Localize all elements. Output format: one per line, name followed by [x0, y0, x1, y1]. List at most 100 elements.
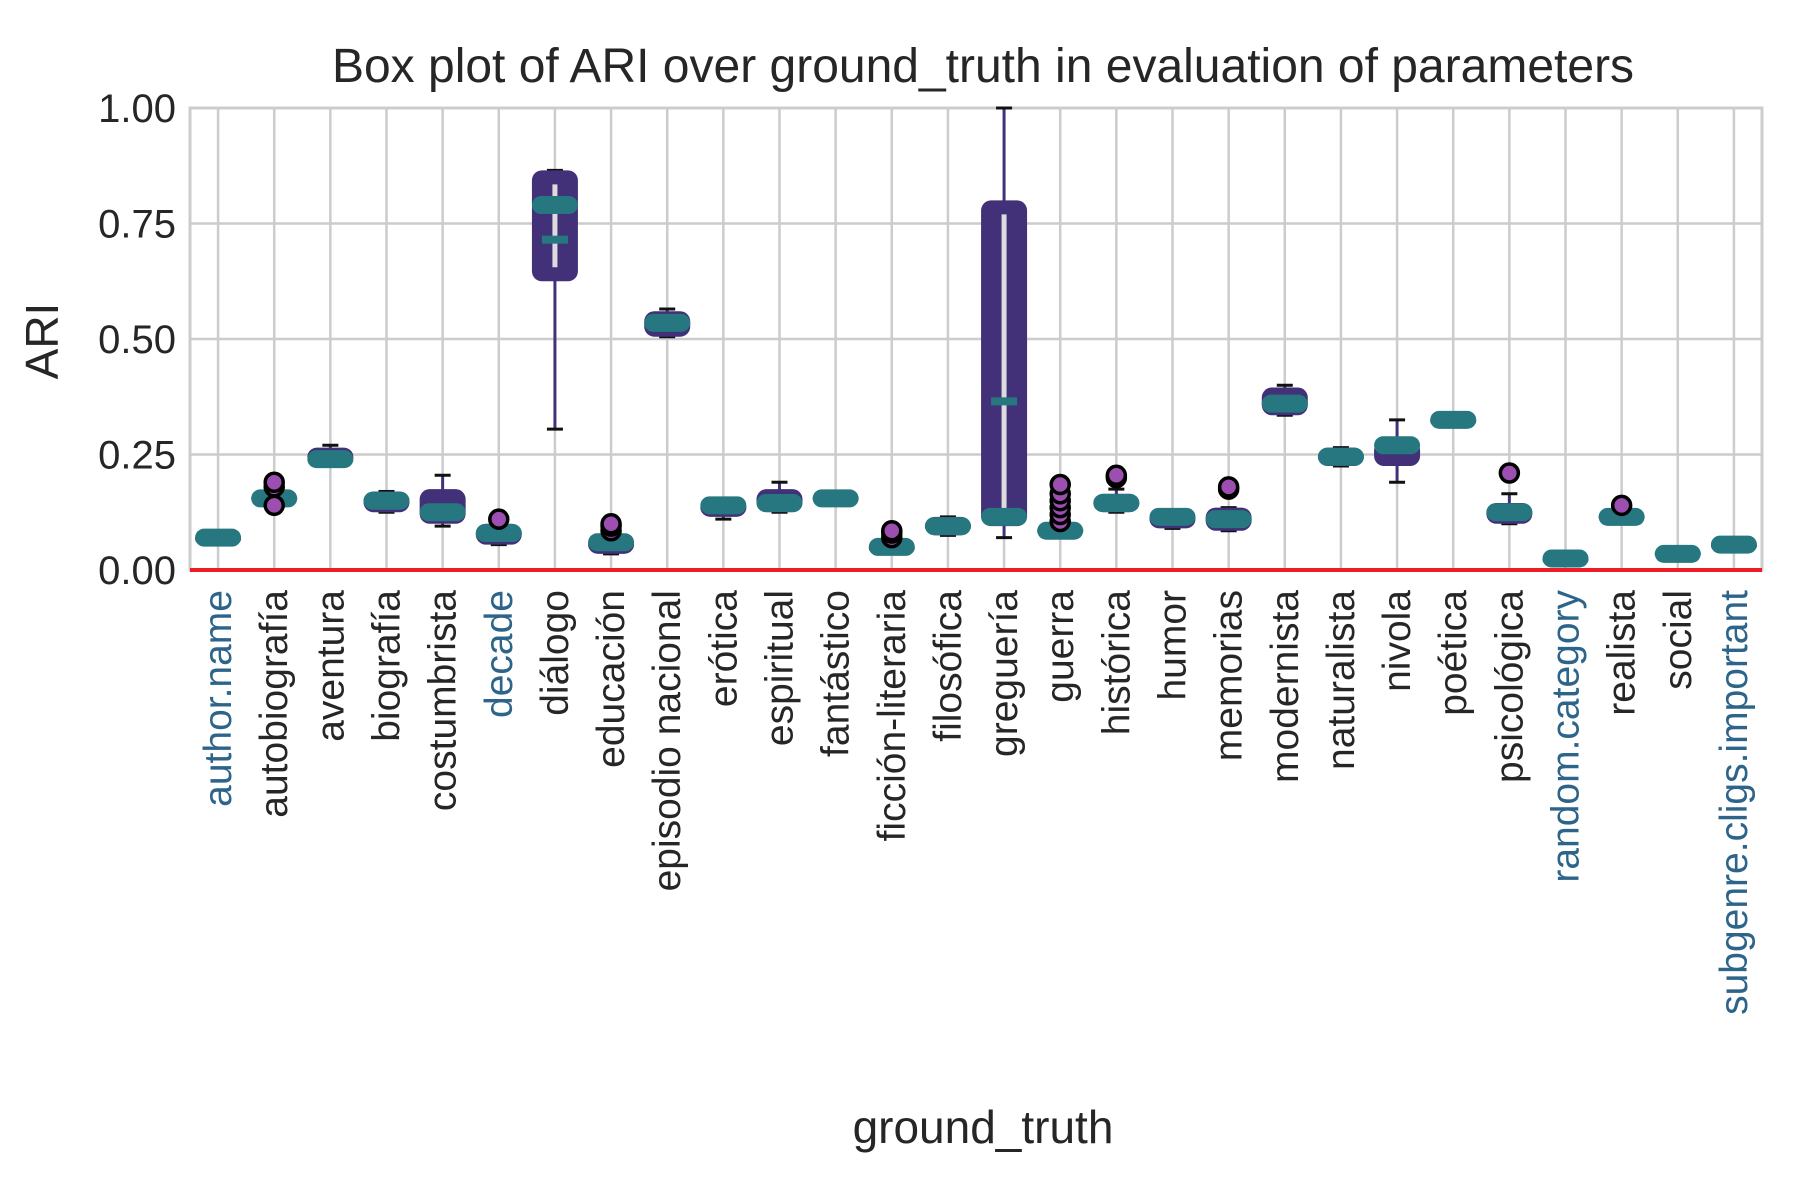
- median-mark: [419, 503, 466, 522]
- x-tick-label: memorias: [1208, 590, 1251, 761]
- median-mark: [812, 489, 859, 508]
- flier-point: [1049, 473, 1071, 496]
- median-mark: [1486, 503, 1533, 522]
- box-memorias: [1205, 476, 1252, 533]
- flier-point: [881, 519, 903, 542]
- median-mark: [307, 450, 354, 469]
- box-di-logo: [531, 168, 578, 431]
- box-naturalista: [1317, 446, 1364, 468]
- x-tick-label: autobiografía: [253, 590, 296, 818]
- flier-point: [1610, 494, 1633, 517]
- box-decade: [475, 508, 522, 547]
- mean-mark: [541, 235, 568, 244]
- box-autobiograf-a: [251, 471, 298, 517]
- median-mark: [475, 524, 522, 543]
- x-tick-label: fantástico: [815, 590, 858, 757]
- median-mark: [1374, 436, 1421, 455]
- y-tick-label: 0.25: [98, 434, 176, 478]
- box-realista: [1598, 494, 1645, 526]
- median-mark: [1205, 510, 1252, 529]
- boxes: [190, 106, 1762, 572]
- box-episodio-nacional: [644, 307, 691, 339]
- y-tick-label: 1.00: [98, 87, 176, 131]
- box-po-tica: [1430, 410, 1477, 429]
- mean-mark: [991, 397, 1018, 406]
- box-nivola: [1374, 418, 1421, 484]
- median-mark: [1317, 447, 1364, 466]
- box-random-category: [1542, 549, 1589, 568]
- flier-point: [1217, 476, 1240, 498]
- x-tick-label: decade: [478, 590, 521, 718]
- x-tick-label: humor: [1152, 590, 1195, 701]
- box-filos-fica: [924, 515, 971, 537]
- x-tick-label: filosófica: [927, 590, 970, 742]
- median-mark: [531, 196, 578, 215]
- median-mark: [1598, 507, 1645, 526]
- y-tick-label: 0.00: [98, 549, 176, 593]
- x-tick-label: subgenre.cligs.important: [1713, 590, 1756, 1015]
- x-tick-label: erótica: [702, 590, 745, 707]
- x-tick-label: random.category: [1545, 590, 1588, 883]
- median-mark: [981, 507, 1028, 526]
- median-mark: [1093, 494, 1140, 513]
- median-mark: [588, 533, 635, 552]
- flier-point: [1105, 464, 1128, 487]
- x-tick-label: modernista: [1264, 590, 1307, 783]
- box-ficci-n-literaria: [868, 519, 915, 556]
- x-tick-label: diálogo: [534, 590, 577, 716]
- flier-point: [600, 513, 622, 535]
- x-tick-label: psicológica: [1488, 590, 1531, 783]
- x-tick-label: guerra: [1039, 590, 1082, 703]
- y-tick-label: 0.75: [98, 203, 176, 247]
- median-mark: [1261, 394, 1308, 413]
- median-mark: [1430, 410, 1477, 429]
- box-fant-stico: [812, 489, 859, 508]
- median-mark: [1710, 535, 1757, 554]
- box-aventura: [307, 443, 354, 469]
- median-mark: [700, 496, 747, 515]
- x-tick-label: aventura: [309, 590, 352, 742]
- box-modernista: [1261, 383, 1308, 417]
- chart-title: Box plot of ARI over ground_truth in eva…: [332, 40, 1634, 93]
- median-mark: [644, 313, 691, 332]
- box-author-name: [195, 528, 242, 547]
- x-tick-label: histórica: [1095, 590, 1138, 736]
- y-tick-labels: 0.00 0.25 0.50 0.75 1.00: [98, 87, 176, 593]
- x-tick-label: author.name: [197, 590, 240, 807]
- x-tick-label: realista: [1601, 590, 1644, 716]
- x-tick-label: poética: [1432, 590, 1475, 716]
- x-axis-label: ground_truth: [853, 1101, 1114, 1153]
- median-mark: [1654, 544, 1701, 563]
- y-tick-label: 0.50: [98, 318, 176, 362]
- box-greguer-a: [981, 106, 1028, 540]
- x-tick-label: nivola: [1376, 590, 1419, 692]
- box-educaci-n: [588, 513, 635, 556]
- box-guerra: [1037, 473, 1084, 540]
- median-mark: [1149, 507, 1196, 526]
- box-biograf-a: [363, 489, 410, 514]
- box-humor: [1149, 507, 1196, 530]
- median-mark: [1542, 549, 1589, 568]
- x-tick-labels: author.name autobiografía aventura biografí…: [197, 590, 1756, 1015]
- box-espiritual: [756, 480, 803, 514]
- flier-point: [263, 494, 285, 517]
- median-mark: [363, 491, 410, 510]
- box-costumbrista: [419, 473, 466, 528]
- median-mark: [756, 494, 803, 513]
- x-tick-label: naturalista: [1320, 590, 1363, 770]
- y-axis-label: ARI: [16, 303, 68, 380]
- median-mark: [924, 517, 971, 536]
- x-tick-label: espiritual: [759, 590, 802, 746]
- box-psicol-gica: [1486, 462, 1533, 526]
- box-subgenre-cligs-important: [1710, 535, 1757, 554]
- box-social: [1654, 544, 1701, 563]
- median-mark: [195, 528, 242, 547]
- x-tick-label: ficción-literaria: [871, 590, 914, 842]
- box-er-tica: [700, 496, 747, 521]
- box-hist-rica: [1093, 464, 1140, 514]
- x-tick-label: social: [1657, 590, 1700, 690]
- flier-point: [488, 508, 510, 530]
- x-tick-label: episodio nacional: [646, 590, 689, 891]
